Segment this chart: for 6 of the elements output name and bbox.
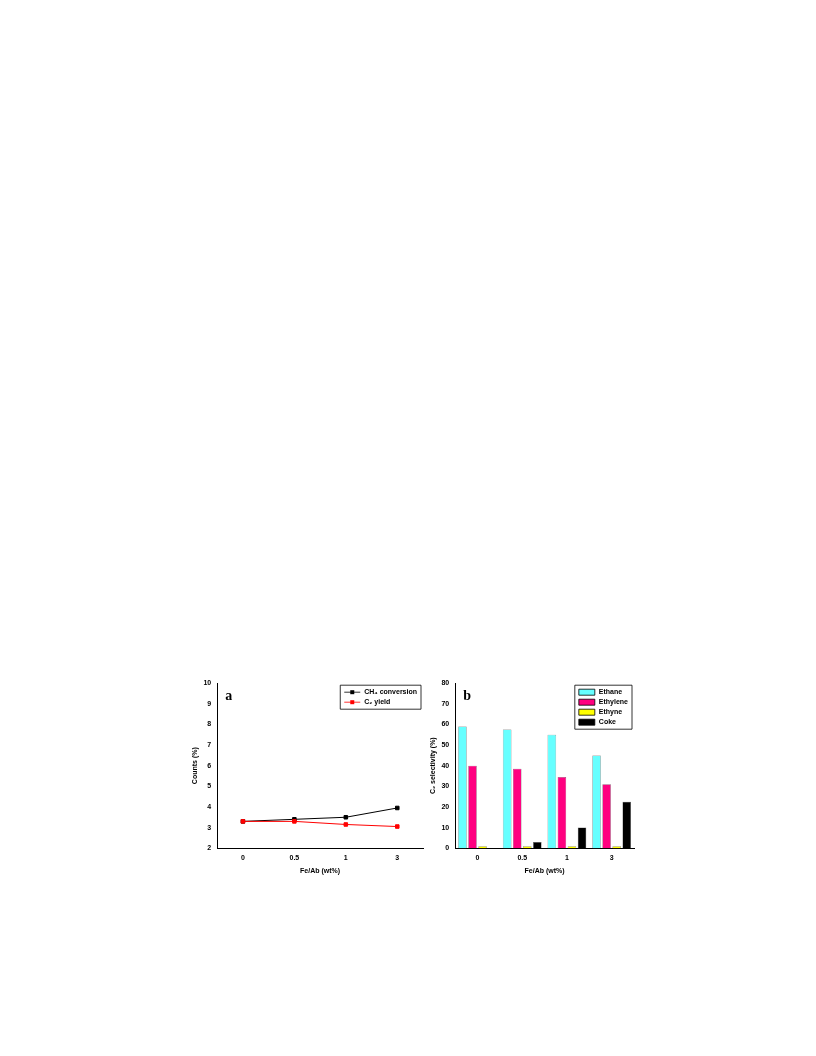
annotation: b: [463, 687, 472, 703]
annotation: a: [225, 687, 233, 703]
point: [395, 805, 400, 811]
point: [395, 824, 400, 829]
point: [343, 815, 349, 820]
point: [343, 822, 349, 827]
